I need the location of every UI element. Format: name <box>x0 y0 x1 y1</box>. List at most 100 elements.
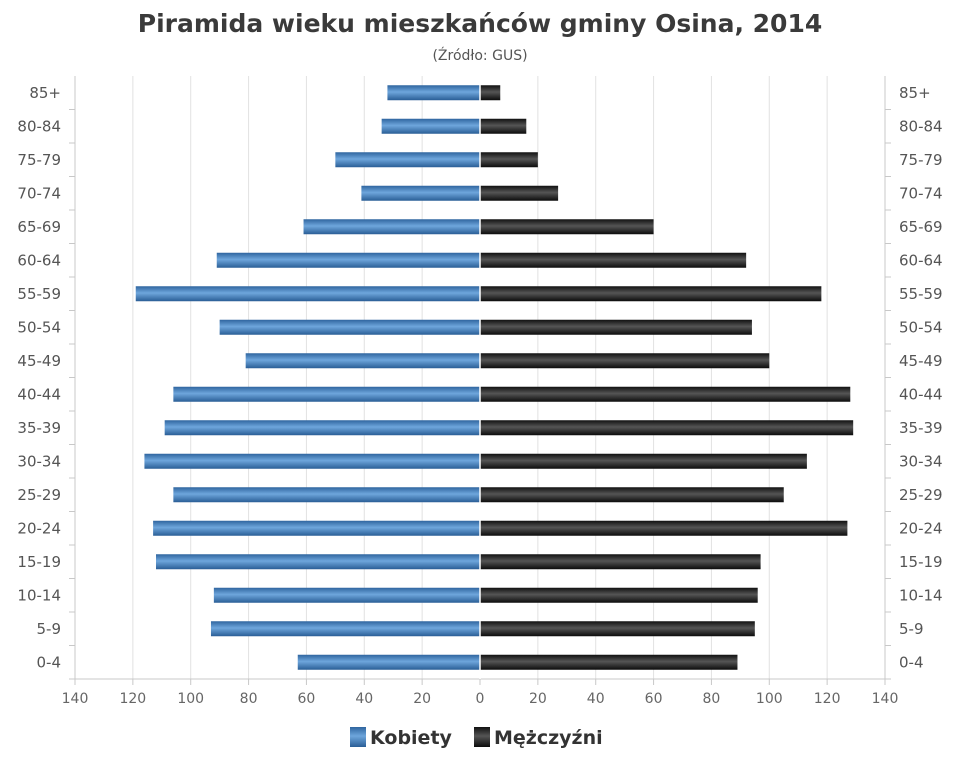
category-label-left: 65-69 <box>17 218 61 236</box>
bar-women-10-14[interactable] <box>213 587 480 603</box>
category-label-right: 5-9 <box>899 620 924 638</box>
category-label-left: 25-29 <box>17 486 61 504</box>
bar-women-40-44[interactable] <box>173 386 480 402</box>
bars <box>135 76 854 679</box>
category-label-left: 20-24 <box>17 519 61 537</box>
bar-women-25-29[interactable] <box>173 487 480 503</box>
bar-men-65-69[interactable] <box>480 219 654 235</box>
category-label-right: 25-29 <box>899 486 943 504</box>
bar-women-85+[interactable] <box>387 85 480 101</box>
bar-men-35-39[interactable] <box>480 420 854 436</box>
x-tick-label: 140 <box>872 691 899 707</box>
bar-women-50-54[interactable] <box>219 319 480 335</box>
category-labels: 85+ 85+ 80-84 80-84 75-79 75-79 70-74 70-74 65-6… <box>17 84 942 672</box>
x-tick-label: 140 <box>62 691 89 707</box>
category-label-left: 15-19 <box>17 553 61 571</box>
category-label-left: 85+ <box>29 84 61 102</box>
category-label-right: 45-49 <box>899 352 943 370</box>
bar-men-50-54[interactable] <box>480 319 752 335</box>
category-label-right: 85+ <box>899 84 931 102</box>
bar-women-55-59[interactable] <box>135 286 480 302</box>
category-label-left: 55-59 <box>17 285 61 303</box>
x-tick-labels: 140 120 100 80 60 40 20 0 20 40 60 80 100 120 140 <box>62 691 899 707</box>
x-tick-label: 40 <box>355 691 373 707</box>
category-label-right: 75-79 <box>899 151 943 169</box>
category-label-right: 20-24 <box>899 519 943 537</box>
category-label-right: 60-64 <box>899 251 943 269</box>
bar-men-85+[interactable] <box>480 85 501 101</box>
category-label-left: 80-84 <box>17 117 61 135</box>
bar-men-10-14[interactable] <box>480 587 758 603</box>
category-label-left: 30-34 <box>17 452 61 470</box>
bar-women-5-9[interactable] <box>210 621 480 637</box>
x-tick-label: 120 <box>119 691 146 707</box>
bar-women-30-34[interactable] <box>144 453 480 469</box>
bar-women-15-19[interactable] <box>156 554 480 570</box>
x-tick-label: 80 <box>703 691 721 707</box>
category-label-right: 55-59 <box>899 285 943 303</box>
category-label-left: 45-49 <box>17 352 61 370</box>
category-label-right: 70-74 <box>899 184 943 202</box>
category-label-left: 50-54 <box>17 318 61 336</box>
bar-men-25-29[interactable] <box>480 487 784 503</box>
legend-swatch-men[interactable] <box>474 727 490 747</box>
bar-women-45-49[interactable] <box>245 353 480 369</box>
category-label-right: 80-84 <box>899 117 943 135</box>
legend-swatch-women[interactable] <box>350 727 366 747</box>
x-tick-label: 120 <box>814 691 841 707</box>
x-tick-label: 80 <box>240 691 258 707</box>
bar-men-5-9[interactable] <box>480 621 755 637</box>
category-label-right: 65-69 <box>899 218 943 236</box>
x-tick-label: 100 <box>177 691 204 707</box>
bar-women-80-84[interactable] <box>381 118 480 134</box>
bar-men-80-84[interactable] <box>480 118 527 134</box>
bar-men-40-44[interactable] <box>480 386 851 402</box>
category-label-right: 50-54 <box>899 318 943 336</box>
x-tick-label: 60 <box>645 691 663 707</box>
category-label-left: 60-64 <box>17 251 61 269</box>
bar-women-0-4[interactable] <box>297 654 480 670</box>
category-label-left: 40-44 <box>17 385 61 403</box>
chart-subtitle: (Źródło: GUS) <box>432 46 527 64</box>
category-label-left: 0-4 <box>37 653 62 671</box>
category-label-left: 5-9 <box>37 620 62 638</box>
bar-men-70-74[interactable] <box>480 185 559 201</box>
bar-men-20-24[interactable] <box>480 520 848 536</box>
x-tick-label: 20 <box>413 691 431 707</box>
bar-men-75-79[interactable] <box>480 152 538 168</box>
category-label-left: 10-14 <box>17 586 61 604</box>
bar-men-60-64[interactable] <box>480 252 747 268</box>
x-tick-label: 0 <box>476 691 485 707</box>
bar-men-45-49[interactable] <box>480 353 770 369</box>
bar-men-30-34[interactable] <box>480 453 807 469</box>
x-tick-label: 100 <box>756 691 783 707</box>
x-tick-label: 40 <box>587 691 605 707</box>
category-label-right: 10-14 <box>899 586 943 604</box>
bar-women-60-64[interactable] <box>216 252 480 268</box>
category-label-right: 35-39 <box>899 419 943 437</box>
legend[interactable]: Kobiety Mężczyźni <box>350 727 603 749</box>
bar-women-75-79[interactable] <box>335 152 480 168</box>
x-tick-label: 20 <box>529 691 547 707</box>
category-label-right: 40-44 <box>899 385 943 403</box>
grid-lines <box>132 76 828 679</box>
chart-title: Piramida wieku mieszkańców gminy Osina, … <box>138 9 823 38</box>
category-label-right: 0-4 <box>899 653 924 671</box>
legend-label-women[interactable]: Kobiety <box>370 727 453 749</box>
bar-women-70-74[interactable] <box>361 185 480 201</box>
category-label-left: 75-79 <box>17 151 61 169</box>
legend-label-men[interactable]: Mężczyźni <box>494 727 603 749</box>
bar-men-55-59[interactable] <box>480 286 822 302</box>
category-label-left: 70-74 <box>17 184 61 202</box>
bar-women-35-39[interactable] <box>164 420 480 436</box>
bar-men-15-19[interactable] <box>480 554 761 570</box>
category-label-right: 30-34 <box>899 452 943 470</box>
x-tick-label: 60 <box>298 691 316 707</box>
bar-men-0-4[interactable] <box>480 654 738 670</box>
category-label-left: 35-39 <box>17 419 61 437</box>
bar-women-20-24[interactable] <box>153 520 480 536</box>
bar-women-65-69[interactable] <box>303 219 480 235</box>
category-label-right: 15-19 <box>899 553 943 571</box>
